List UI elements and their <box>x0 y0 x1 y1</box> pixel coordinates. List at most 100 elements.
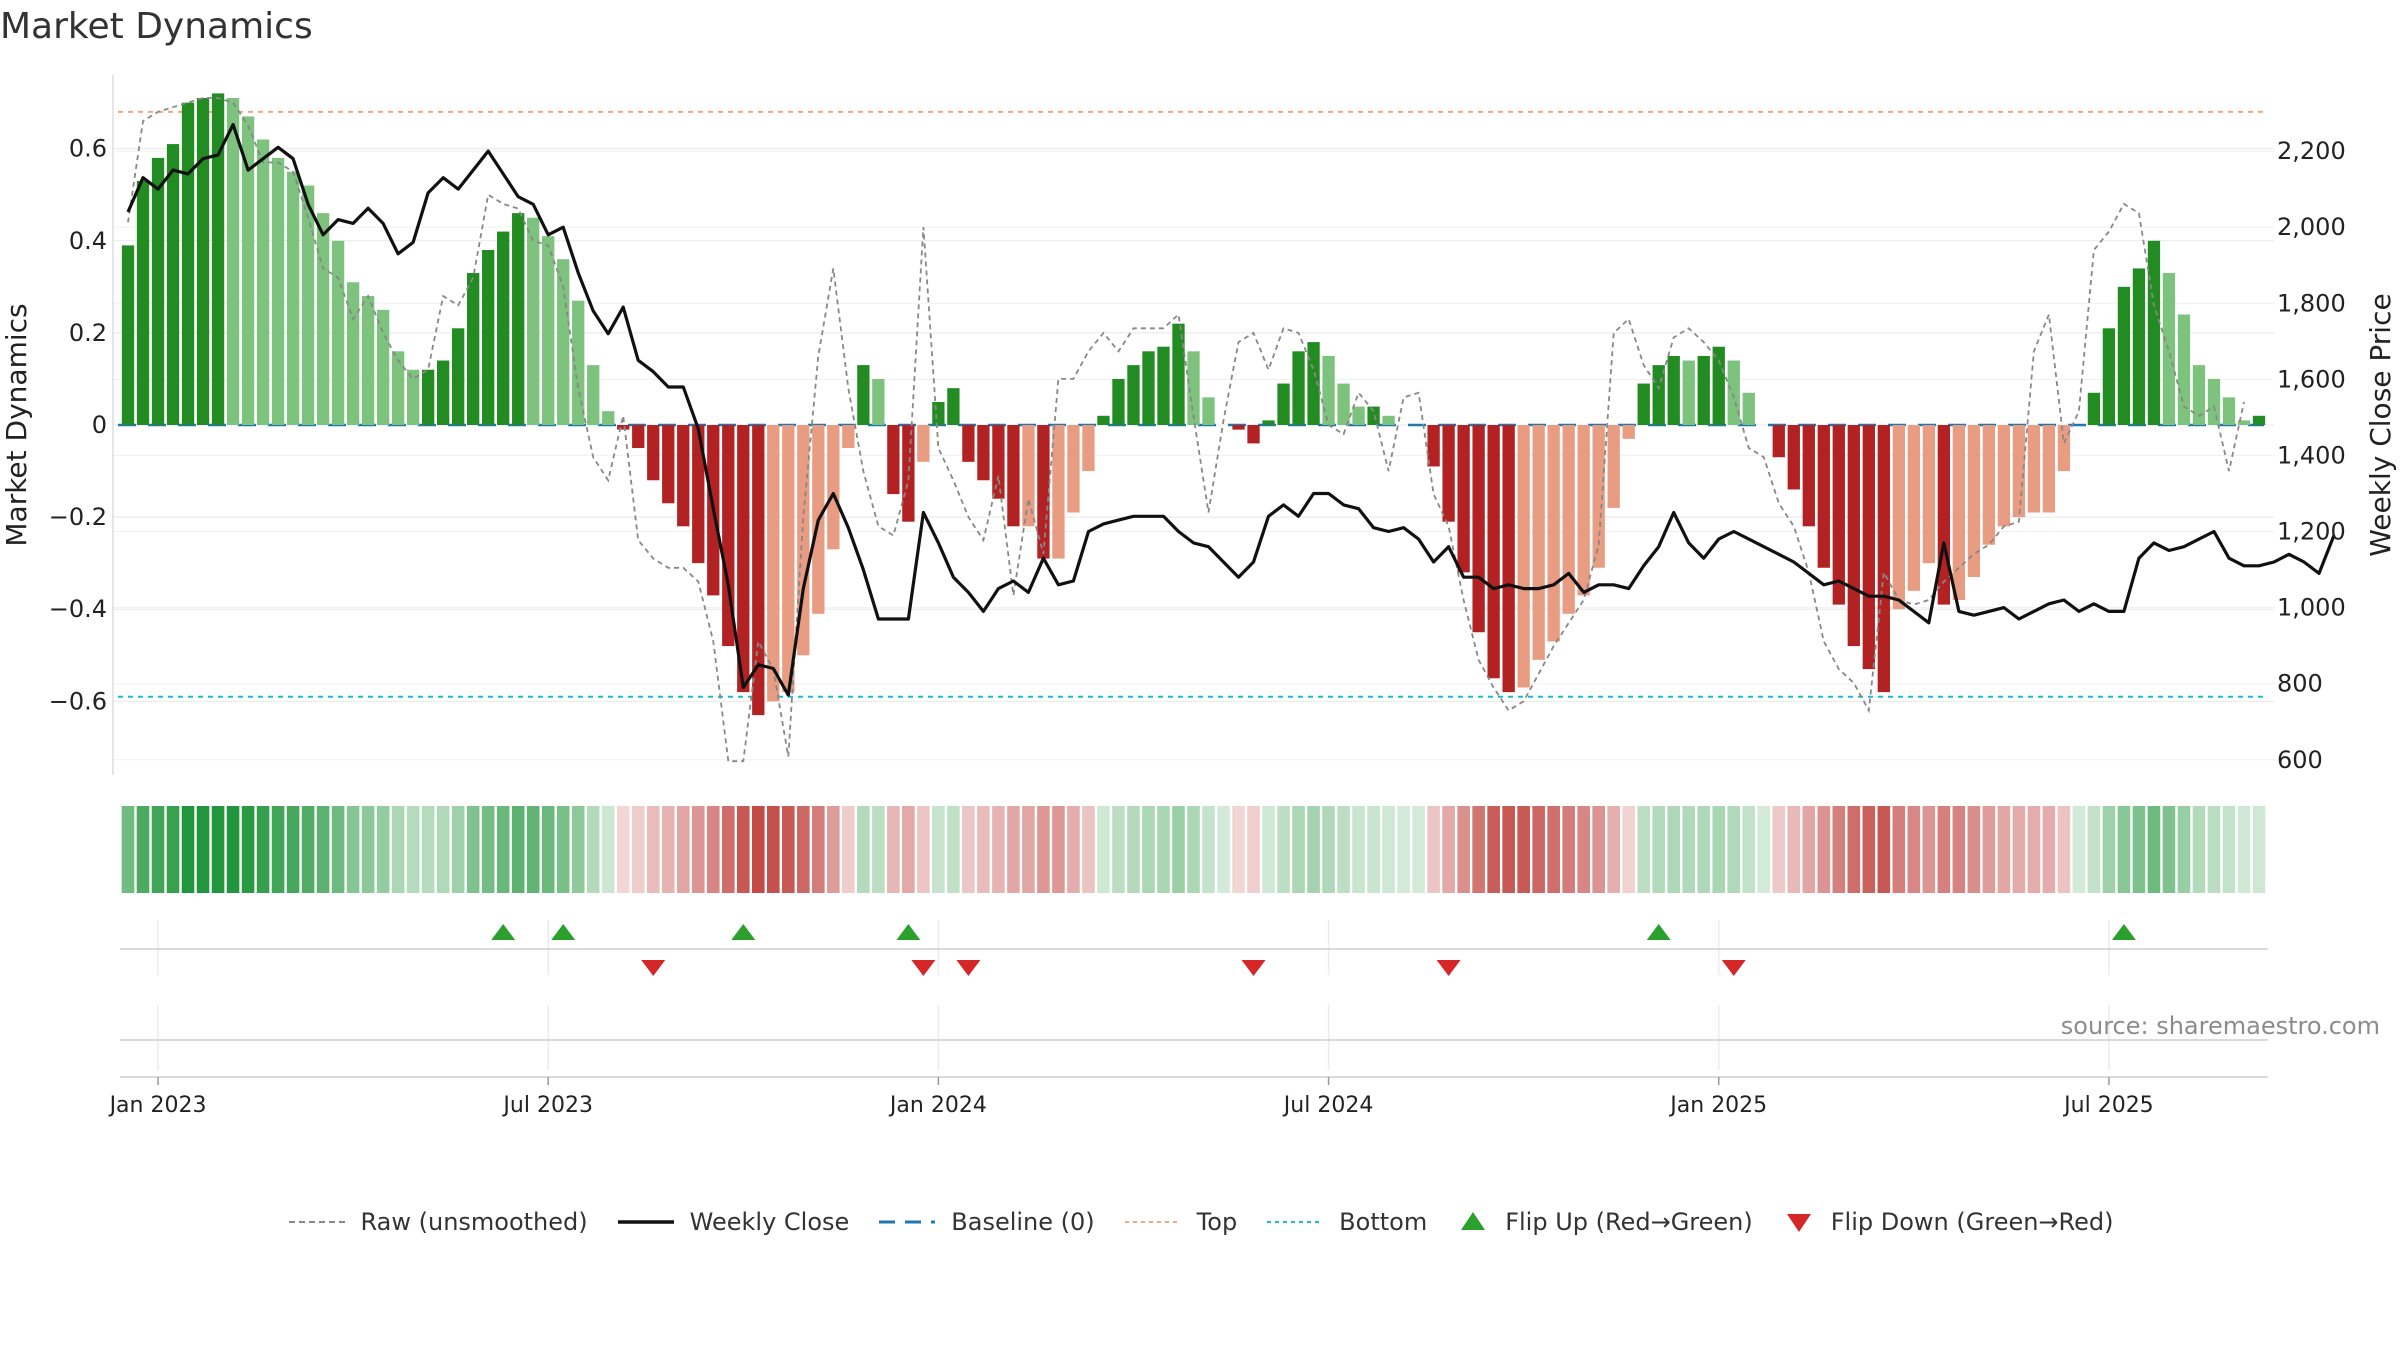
dynamics-bar <box>1547 425 1560 642</box>
dynamics-bar <box>1337 383 1350 425</box>
heat-cell <box>1697 806 1711 893</box>
legend: Raw (unsmoothed) Weekly Close Baseline (… <box>0 1208 2400 1236</box>
dynamics-bar <box>1592 425 1605 568</box>
heat-cell <box>1127 806 1140 893</box>
dynamics-bar <box>602 411 615 425</box>
dynamics-bar <box>2087 392 2101 425</box>
x-tick-label: Jan 2024 <box>888 1093 987 1118</box>
dynamics-bar <box>722 425 735 647</box>
legend-label-flip-up: Flip Up (Red→Green) <box>1505 1208 1753 1236</box>
price-lines <box>126 97 2336 763</box>
heat-cell <box>646 806 660 893</box>
dynamics-bar <box>662 425 675 504</box>
heat-cell <box>1742 806 1756 893</box>
dynamics-bar <box>2027 425 2041 513</box>
dynamics-bar <box>361 296 375 425</box>
dynamics-bar <box>406 369 420 425</box>
dynamics-bar <box>632 425 645 449</box>
heat-cell <box>1382 806 1395 893</box>
legend-item-flip-up[interactable]: Flip Up (Red→Green) <box>1455 1208 1753 1236</box>
heat-cell <box>1232 806 1245 893</box>
heat-cell <box>887 806 900 893</box>
dynamics-bar <box>1802 425 1815 527</box>
dynamics-bar <box>1307 342 1320 425</box>
dynamics-bar <box>902 425 915 522</box>
y-tick-left: 0.6 <box>69 135 107 163</box>
legend-item-flip-down[interactable]: Flip Down (Green→Red) <box>1781 1208 2114 1236</box>
heat-cell <box>1262 806 1275 893</box>
y-tick-right: 2,000 <box>2277 213 2346 241</box>
dynamics-bar <box>1292 351 1305 425</box>
heat-cell <box>226 806 240 893</box>
legend-item-baseline[interactable]: Baseline (0) <box>877 1208 1095 1236</box>
dynamics-bar <box>932 401 945 425</box>
heat-cell <box>1472 806 1485 893</box>
flip-up-marker <box>2111 924 2136 940</box>
heat-cell <box>196 806 210 893</box>
dynamics-bar <box>1847 425 1860 647</box>
legend-item-top[interactable]: Top <box>1123 1208 1237 1236</box>
dynamics-bar <box>1562 425 1575 614</box>
y-axis-left-label: Market Dynamics <box>0 303 33 546</box>
heat-cell <box>1547 806 1560 893</box>
heat-cell <box>601 806 615 893</box>
heat-cell <box>1157 806 1170 893</box>
dynamics-bar <box>1967 425 1981 577</box>
heat-cell <box>721 806 735 893</box>
heat-cell <box>1247 806 1260 893</box>
triangle-up-icon <box>1461 1212 1486 1230</box>
dynamics-bar <box>962 425 975 462</box>
dynamics-bar <box>1682 360 1695 425</box>
heat-cell <box>556 806 570 893</box>
heat-cell <box>241 806 255 893</box>
dynamics-bar <box>992 425 1005 499</box>
dynamics-bar <box>241 116 255 426</box>
dynamics-bar <box>1052 425 1065 559</box>
dynamics-bar <box>286 171 300 425</box>
flip-up-marker <box>491 924 516 940</box>
heat-cell <box>1517 806 1530 893</box>
heat-cell <box>316 806 330 893</box>
heat-cell <box>872 806 885 893</box>
dynamics-bar <box>887 425 900 495</box>
dynamics-bar <box>2237 420 2251 425</box>
dynamics-bar <box>376 309 390 425</box>
heat-cell <box>616 806 630 893</box>
dynamics-bar <box>1952 425 1966 600</box>
dynamics-bar <box>2012 425 2026 518</box>
heat-cell <box>2147 806 2161 893</box>
chart-title: Market Dynamics <box>0 6 313 47</box>
y-tick-right: 1,400 <box>2277 441 2346 469</box>
heat-cell <box>1502 806 1515 893</box>
heat-cell <box>271 806 285 893</box>
dynamics-bar <box>1022 425 1035 527</box>
dynamics-bar <box>497 231 510 425</box>
dynamics-bar <box>467 273 480 425</box>
dynamics-bar <box>2147 240 2161 425</box>
flip-down-marker <box>1721 960 1746 976</box>
heat-cell <box>2237 806 2251 893</box>
dynamics-bar <box>1367 406 1380 425</box>
heat-cell <box>1922 806 1936 893</box>
heat-cell <box>1097 806 1110 893</box>
legend-item-close[interactable]: Weekly Close <box>616 1208 849 1236</box>
heat-cell <box>2057 806 2071 893</box>
heat-cell <box>586 806 600 893</box>
heat-cell <box>706 806 720 893</box>
dynamics-bar <box>1082 425 1095 472</box>
heat-cell <box>1277 806 1290 893</box>
dynamics-bar <box>1142 351 1155 425</box>
x-tick-label: Jan 2023 <box>108 1093 207 1118</box>
raw-line <box>127 97 2245 763</box>
heat-cell <box>2252 806 2266 893</box>
dynamics-bar <box>1607 425 1620 508</box>
heat-cell <box>1832 806 1846 893</box>
heat-cell <box>466 806 480 893</box>
legend-item-raw[interactable]: Raw (unsmoothed) <box>287 1208 588 1236</box>
heat-cell <box>421 806 435 893</box>
heat-cell <box>1787 806 1801 893</box>
y-tick-left: −0.6 <box>49 687 107 715</box>
legend-item-bottom[interactable]: Bottom <box>1265 1208 1427 1236</box>
heat-cell <box>2132 806 2146 893</box>
heat-cell <box>136 806 150 893</box>
